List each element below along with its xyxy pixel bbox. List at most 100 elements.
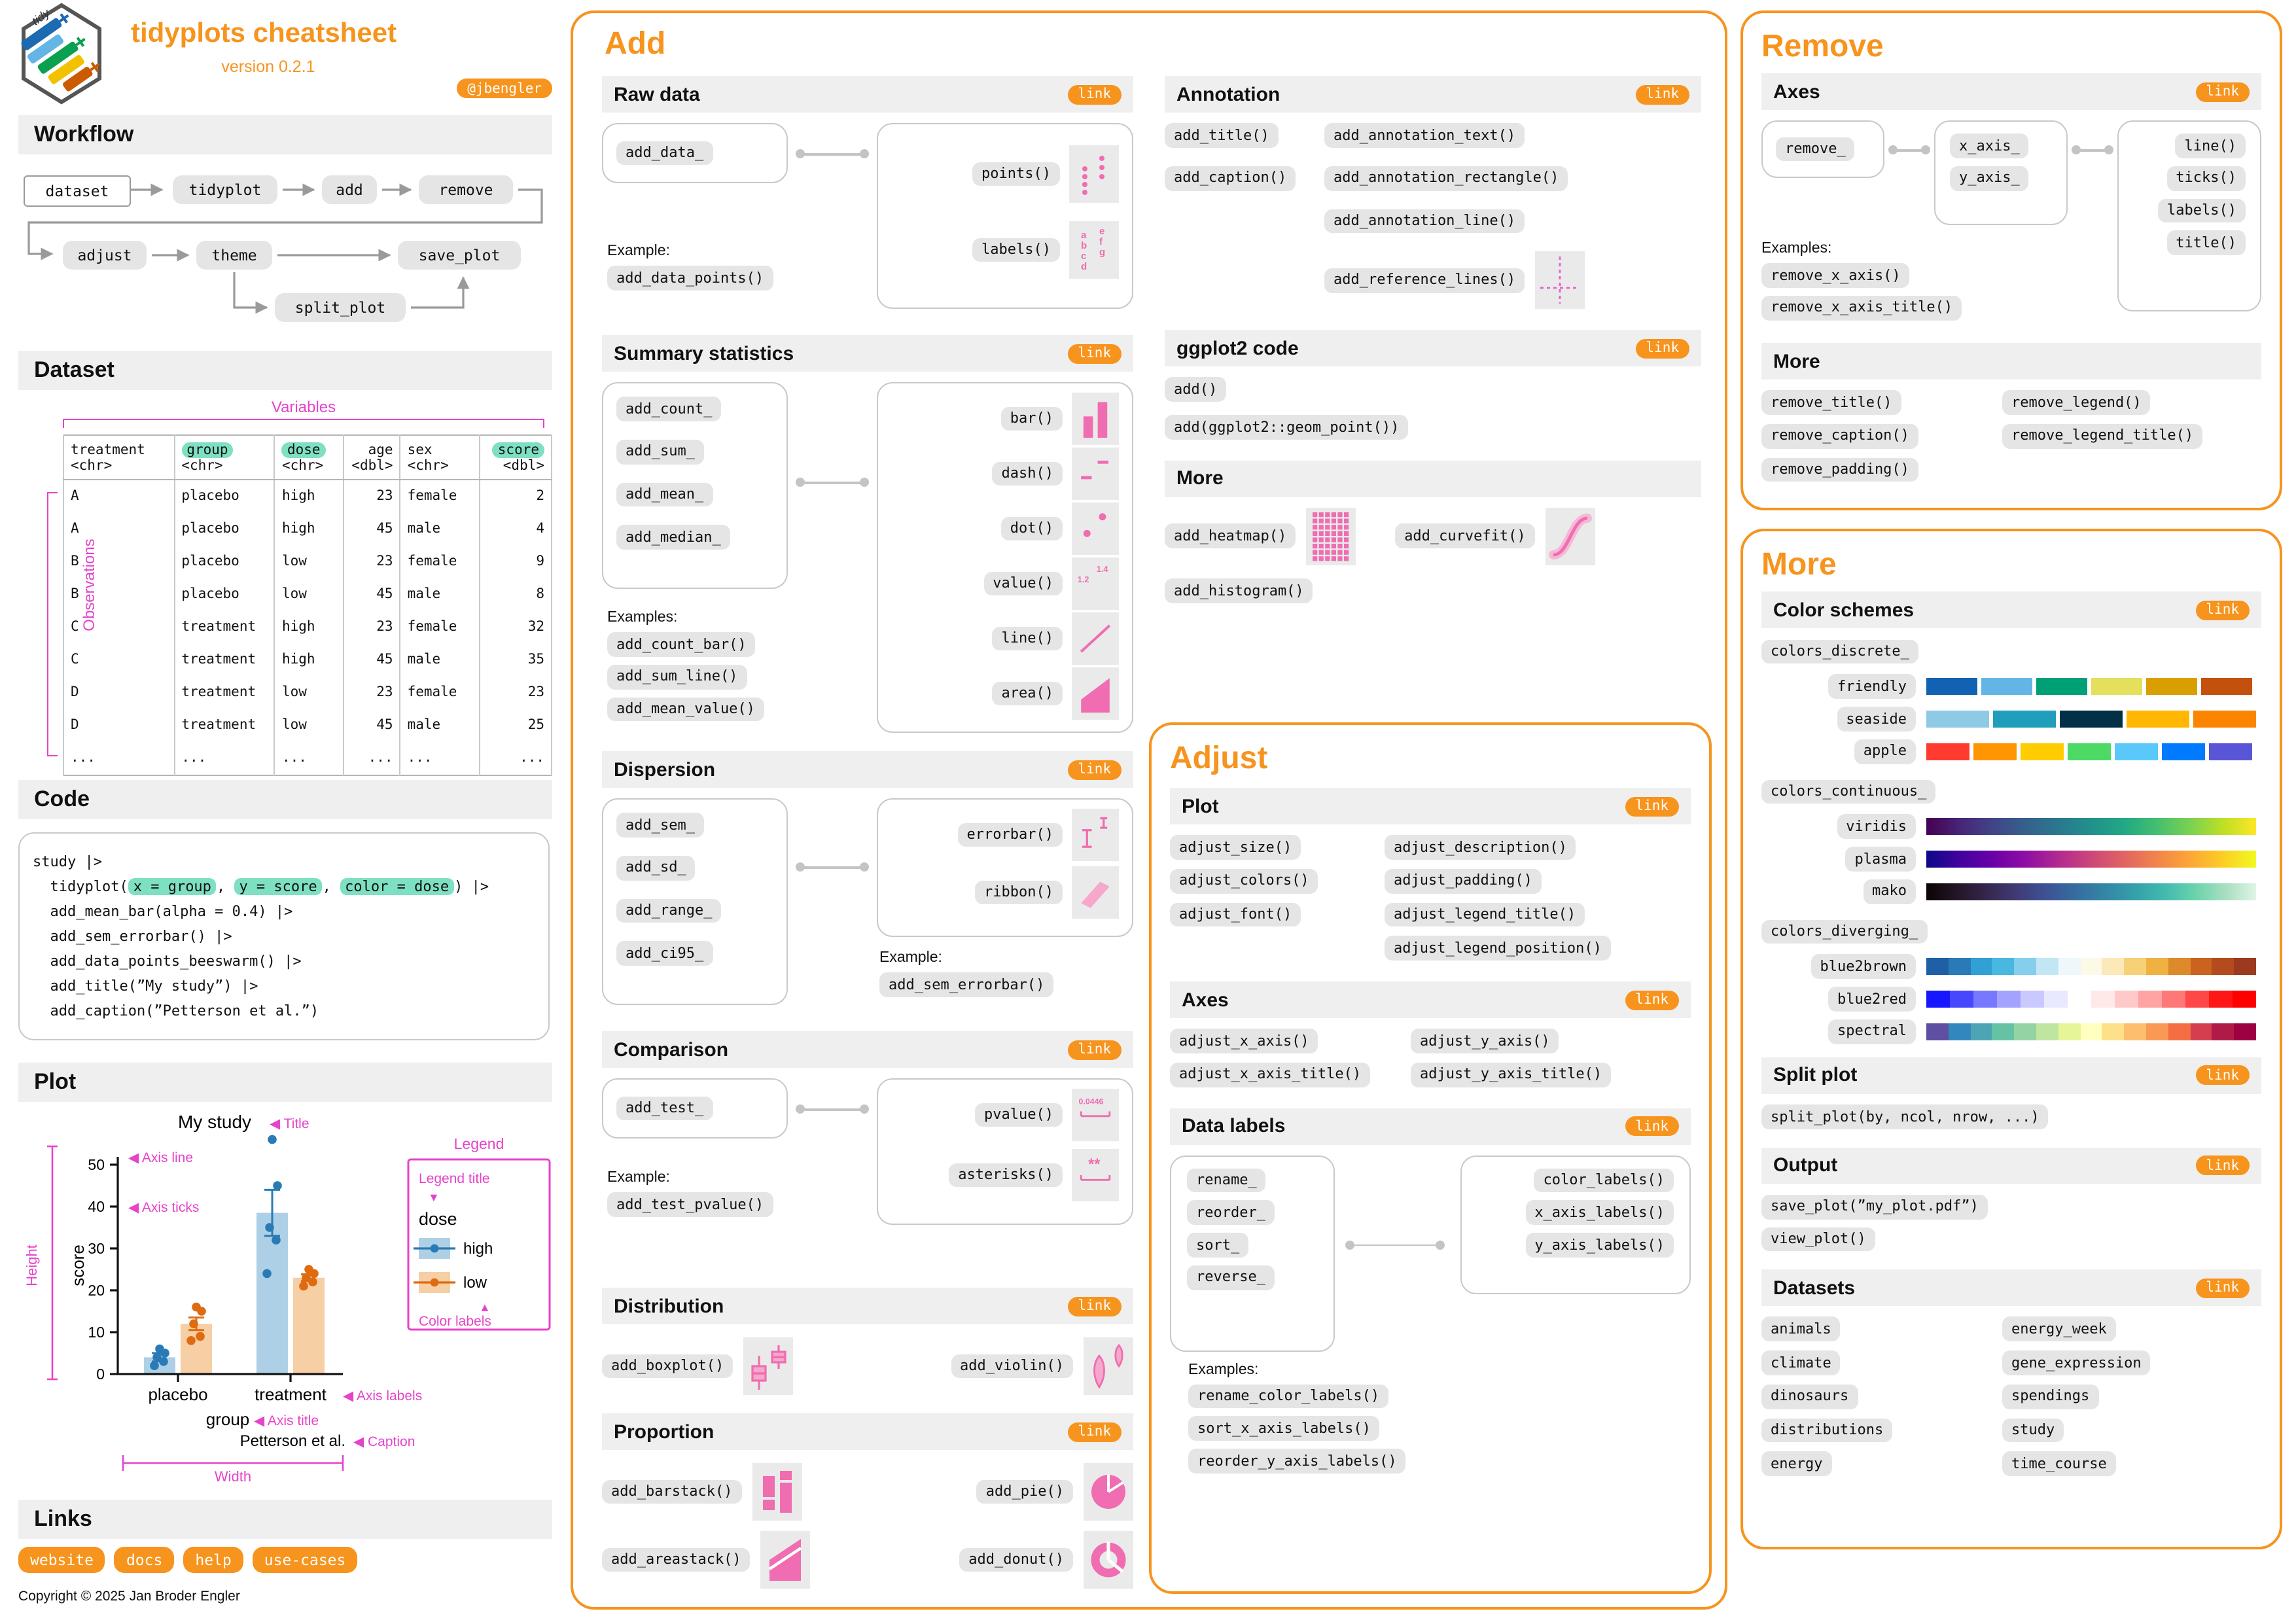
- function-pill: y_axis_labels(): [1525, 1233, 1674, 1258]
- dataset-pill: energy_week: [2002, 1316, 2116, 1341]
- plot-section: Plot 0 10 20 30 40 50 My study ◀ Title ◀ Axis li…: [18, 1063, 552, 1484]
- svg-text:Legend title: Legend title: [419, 1171, 490, 1186]
- link-badge[interactable]: link: [1067, 1040, 1122, 1059]
- link-badge[interactable]: link: [1067, 760, 1122, 779]
- pill-add-caption: add_caption(): [1165, 166, 1296, 190]
- summary-diagram: add_count_ add_sum_ add_mean_ add_median_ b…: [602, 382, 1133, 735]
- workflow-title: Workflow: [34, 122, 134, 147]
- svg-text:◀ Caption: ◀ Caption: [353, 1434, 415, 1449]
- bar-treatment-high: [256, 1212, 288, 1374]
- adjust-plot-grid: adjust_size() adjust_colors() adjust_font(…: [1170, 835, 1691, 961]
- table-cell: ...: [173, 742, 275, 775]
- link-badge[interactable]: link: [1625, 990, 1679, 1010]
- bar-icon: [1072, 393, 1119, 445]
- workflow-node-dataset[interactable]: dataset: [24, 175, 131, 207]
- add-more-title: More: [1176, 467, 1224, 490]
- pill-labels: labels(): [972, 238, 1060, 262]
- table-cell: high: [274, 644, 345, 677]
- table-cell: treatment: [173, 709, 275, 742]
- workflow-node-adjust[interactable]: adjust: [63, 241, 147, 270]
- dataset-pill: animals: [1761, 1316, 1841, 1341]
- table-cell: 45: [343, 709, 401, 742]
- workflow-node-remove[interactable]: remove: [419, 175, 513, 204]
- workflow-section: Workflow: [18, 115, 552, 154]
- link-badge[interactable]: link: [2195, 1065, 2250, 1085]
- use-cases-button[interactable]: use-cases: [252, 1547, 358, 1573]
- more-panel-title: More: [1761, 547, 1837, 582]
- function-pill: remove_padding(): [1761, 457, 1918, 482]
- value-icon: [1072, 557, 1119, 610]
- link-badge[interactable]: link: [1067, 84, 1122, 104]
- link-badge[interactable]: link: [1635, 84, 1689, 104]
- legend-box: [407, 1158, 551, 1331]
- workflow-node-tidyplot[interactable]: tidyplot: [173, 175, 277, 204]
- table-cell: 9: [479, 546, 552, 578]
- docs-button[interactable]: docs: [114, 1547, 175, 1573]
- function-pill: reorder_: [1187, 1200, 1275, 1225]
- link-badge[interactable]: link: [1067, 1422, 1122, 1441]
- color-swatch: [1973, 743, 2017, 760]
- link-badge[interactable]: link: [1067, 344, 1122, 363]
- proportion-row-2: add_areastack() add_donut(): [602, 1528, 1133, 1591]
- author-badge[interactable]: @jbengler: [457, 79, 552, 98]
- dataset-pill: energy: [1761, 1451, 1832, 1476]
- table-cell: female: [399, 546, 481, 578]
- function-pill: adjust_y_axis_title(): [1411, 1062, 1612, 1087]
- workflow-node-theme[interactable]: theme: [196, 241, 272, 270]
- remove-more-grid: remove_title() remove_caption() remove_pad…: [1761, 390, 2261, 482]
- column-header: age <dbl>: [343, 435, 401, 480]
- discrete-color-rows: friendly seaside apple: [1761, 674, 2261, 764]
- link-badge[interactable]: link: [1067, 1296, 1122, 1316]
- svg-text:◀ Axis title: ◀ Axis title: [254, 1413, 319, 1428]
- data-point: [186, 1336, 196, 1345]
- code-line: add_mean_bar(alpha = 0.4) |>: [33, 903, 293, 920]
- table-cell: placebo: [173, 513, 275, 546]
- comparison-header: Comparison link: [602, 1031, 1133, 1068]
- diverging-color-rows: blue2brown blue2red spectral: [1761, 954, 2261, 1044]
- code-header: Code: [18, 780, 552, 819]
- data-point: [192, 1302, 201, 1312]
- column-header: group <chr>: [173, 435, 275, 480]
- color-swatch: [2185, 990, 2209, 1008]
- workflow-node-add[interactable]: add: [322, 175, 377, 204]
- pill-add-barstack: add_barstack(): [602, 1479, 742, 1504]
- color-gradient: [1926, 818, 2256, 836]
- page-title: tidyplots cheatsheet: [131, 18, 397, 48]
- pill-add-heatmap: add_heatmap(): [1165, 523, 1296, 549]
- color-swatch: [2190, 1023, 2212, 1040]
- link-badge[interactable]: link: [2195, 82, 2250, 101]
- help-button[interactable]: help: [183, 1547, 243, 1573]
- workflow-node-split-plot[interactable]: split_plot: [275, 293, 406, 322]
- color-swatch: [2146, 678, 2197, 696]
- workflow-node-save-plot[interactable]: save_plot: [398, 241, 521, 270]
- link-badge[interactable]: link: [2195, 1278, 2250, 1298]
- color-swatch: [2162, 990, 2185, 1008]
- svg-text:score: score: [68, 1244, 88, 1286]
- tidyplots-logo: tidy: [21, 3, 101, 105]
- color-swatch: [2044, 990, 2068, 1008]
- pill-add-sem-errorbar: add_sem_errorbar(): [879, 972, 1054, 997]
- color-scheme-row: blue2brown: [1761, 954, 2261, 979]
- color-swatch: [2115, 743, 2158, 760]
- data-point: [196, 1332, 205, 1341]
- website-button[interactable]: website: [18, 1547, 105, 1573]
- color-swatch: [1970, 958, 1992, 976]
- function-pill: add_range_: [616, 898, 722, 923]
- pvalue-icon: [1072, 1089, 1119, 1141]
- link-badge[interactable]: link: [1635, 338, 1689, 359]
- color-swatch: [1973, 990, 1997, 1008]
- svg-text:Color labels: Color labels: [419, 1314, 491, 1329]
- table-cell: 4: [479, 513, 552, 546]
- svg-text:0: 0: [96, 1366, 105, 1383]
- link-badge[interactable]: link: [2195, 1156, 2250, 1176]
- link-badge[interactable]: link: [1625, 1116, 1679, 1136]
- pill-add-annotation-text: add_annotation_text(): [1324, 123, 1525, 148]
- color-swatch: [1926, 990, 1950, 1008]
- adjust-panel: Adjust Plot link adjust_size() adjust_col…: [1149, 722, 1712, 1594]
- link-badge[interactable]: link: [1625, 796, 1679, 816]
- function-pill: rename_: [1187, 1168, 1266, 1193]
- dash-icon: [1072, 448, 1119, 500]
- link-badge[interactable]: link: [2195, 600, 2250, 620]
